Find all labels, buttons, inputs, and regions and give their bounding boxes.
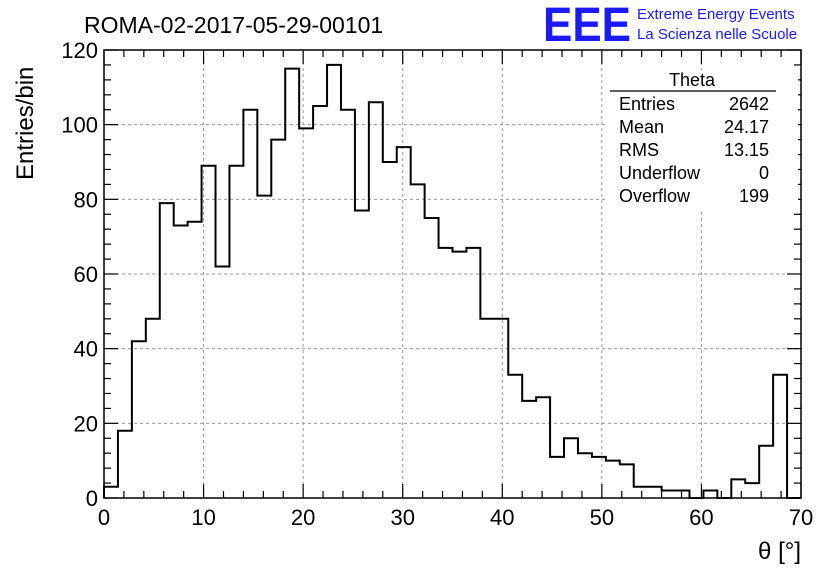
stats-label-rms: RMS xyxy=(619,140,659,160)
histogram-bin xyxy=(466,248,480,498)
histogram-bin xyxy=(578,453,592,498)
histogram-bin xyxy=(299,128,313,498)
stats-value-rms: 13.15 xyxy=(724,140,769,160)
histogram-bin xyxy=(355,211,369,498)
x-tick-label-20: 20 xyxy=(291,505,315,530)
histogram-bin xyxy=(411,184,425,498)
grid-lines xyxy=(104,50,801,498)
histogram-bin xyxy=(341,110,355,498)
histogram-bin xyxy=(648,487,662,498)
histogram-bin xyxy=(634,487,648,498)
histogram-outline xyxy=(103,63,801,499)
histogram-bin xyxy=(216,267,230,498)
histogram-bin xyxy=(271,140,285,498)
histogram-bin xyxy=(480,319,494,498)
x-axis-label: θ [°] xyxy=(758,538,801,565)
y-tick-label-60: 60 xyxy=(74,262,98,287)
histogram-bin xyxy=(369,102,383,498)
histogram-bin xyxy=(606,461,620,498)
histogram-bin xyxy=(313,106,327,498)
histogram-bin xyxy=(285,69,299,498)
y-tick-label-40: 40 xyxy=(74,337,98,362)
x-tick-label-60: 60 xyxy=(689,505,713,530)
stats-label-mean: Mean xyxy=(619,117,664,137)
histogram-bin xyxy=(132,341,146,498)
histogram-bin xyxy=(731,479,745,498)
axis-ticks xyxy=(103,49,802,499)
stats-value-overflow: 199 xyxy=(739,186,769,206)
x-tick-label-0: 0 xyxy=(98,505,110,530)
histogram-bin xyxy=(118,431,132,498)
histogram-bin xyxy=(425,218,439,498)
eee-logo: EEE Extreme Energy Events La Scienza nel… xyxy=(543,0,797,52)
eee-logo-line2: La Scienza nelle Scuole xyxy=(637,26,797,43)
y-tick-label-80: 80 xyxy=(74,187,98,212)
histogram-bin xyxy=(662,491,676,498)
histogram-bin xyxy=(188,222,202,498)
stats-label-overflow: Overflow xyxy=(619,186,691,206)
histogram-bin xyxy=(564,438,578,498)
histogram-bin xyxy=(759,446,773,498)
stats-value-entries: 2642 xyxy=(729,94,769,114)
stats-box: Theta Entries 2642 Mean 24.17 RMS 13.15 … xyxy=(606,70,798,210)
histogram-bin xyxy=(745,483,759,498)
histogram-bin xyxy=(453,252,467,498)
histogram-bin xyxy=(536,397,550,498)
stats-label-underflow: Underflow xyxy=(619,163,701,183)
chart-title: ROMA-02-2017-05-29-00101 xyxy=(84,12,383,38)
x-tick-label-40: 40 xyxy=(490,505,514,530)
histogram-bin xyxy=(439,248,453,498)
histogram-bin xyxy=(383,162,397,498)
y-tick-label-0: 0 xyxy=(86,486,98,511)
y-tick-label-120: 120 xyxy=(61,38,98,63)
tick-labels: 0 10 20 30 40 50 60 70 0 20 40 60 80 100 120 xyxy=(61,38,813,530)
histogram-bin xyxy=(508,375,522,498)
x-tick-label-30: 30 xyxy=(390,505,414,530)
eee-logo-mark: EEE xyxy=(543,0,631,52)
histogram-bin xyxy=(160,203,174,498)
histogram-bin xyxy=(104,487,118,498)
x-tick-label-10: 10 xyxy=(191,505,215,530)
histogram-bin xyxy=(494,319,508,498)
histogram-bin xyxy=(146,319,160,498)
stats-label-entries: Entries xyxy=(619,94,675,114)
eee-logo-line1: Extreme Energy Events xyxy=(637,6,795,23)
x-tick-label-50: 50 xyxy=(590,505,614,530)
stats-value-mean: 24.17 xyxy=(724,117,769,137)
y-tick-label-20: 20 xyxy=(74,411,98,436)
histogram-bin xyxy=(174,225,188,498)
histogram-bin xyxy=(243,110,257,498)
stats-box-title: Theta xyxy=(669,70,716,90)
histogram-bin xyxy=(703,491,717,498)
histogram-bin xyxy=(773,375,787,498)
y-axis-label: Entries/bin xyxy=(12,67,39,180)
histogram-bin xyxy=(592,457,606,498)
histogram-bin xyxy=(229,166,243,498)
histogram-bin xyxy=(522,401,536,498)
histogram-bin xyxy=(676,491,690,498)
x-tick-label-70: 70 xyxy=(789,505,813,530)
histogram-bin xyxy=(327,65,341,498)
histogram-bin xyxy=(257,196,271,498)
y-tick-label-100: 100 xyxy=(61,113,98,138)
stats-value-underflow: 0 xyxy=(759,163,769,183)
